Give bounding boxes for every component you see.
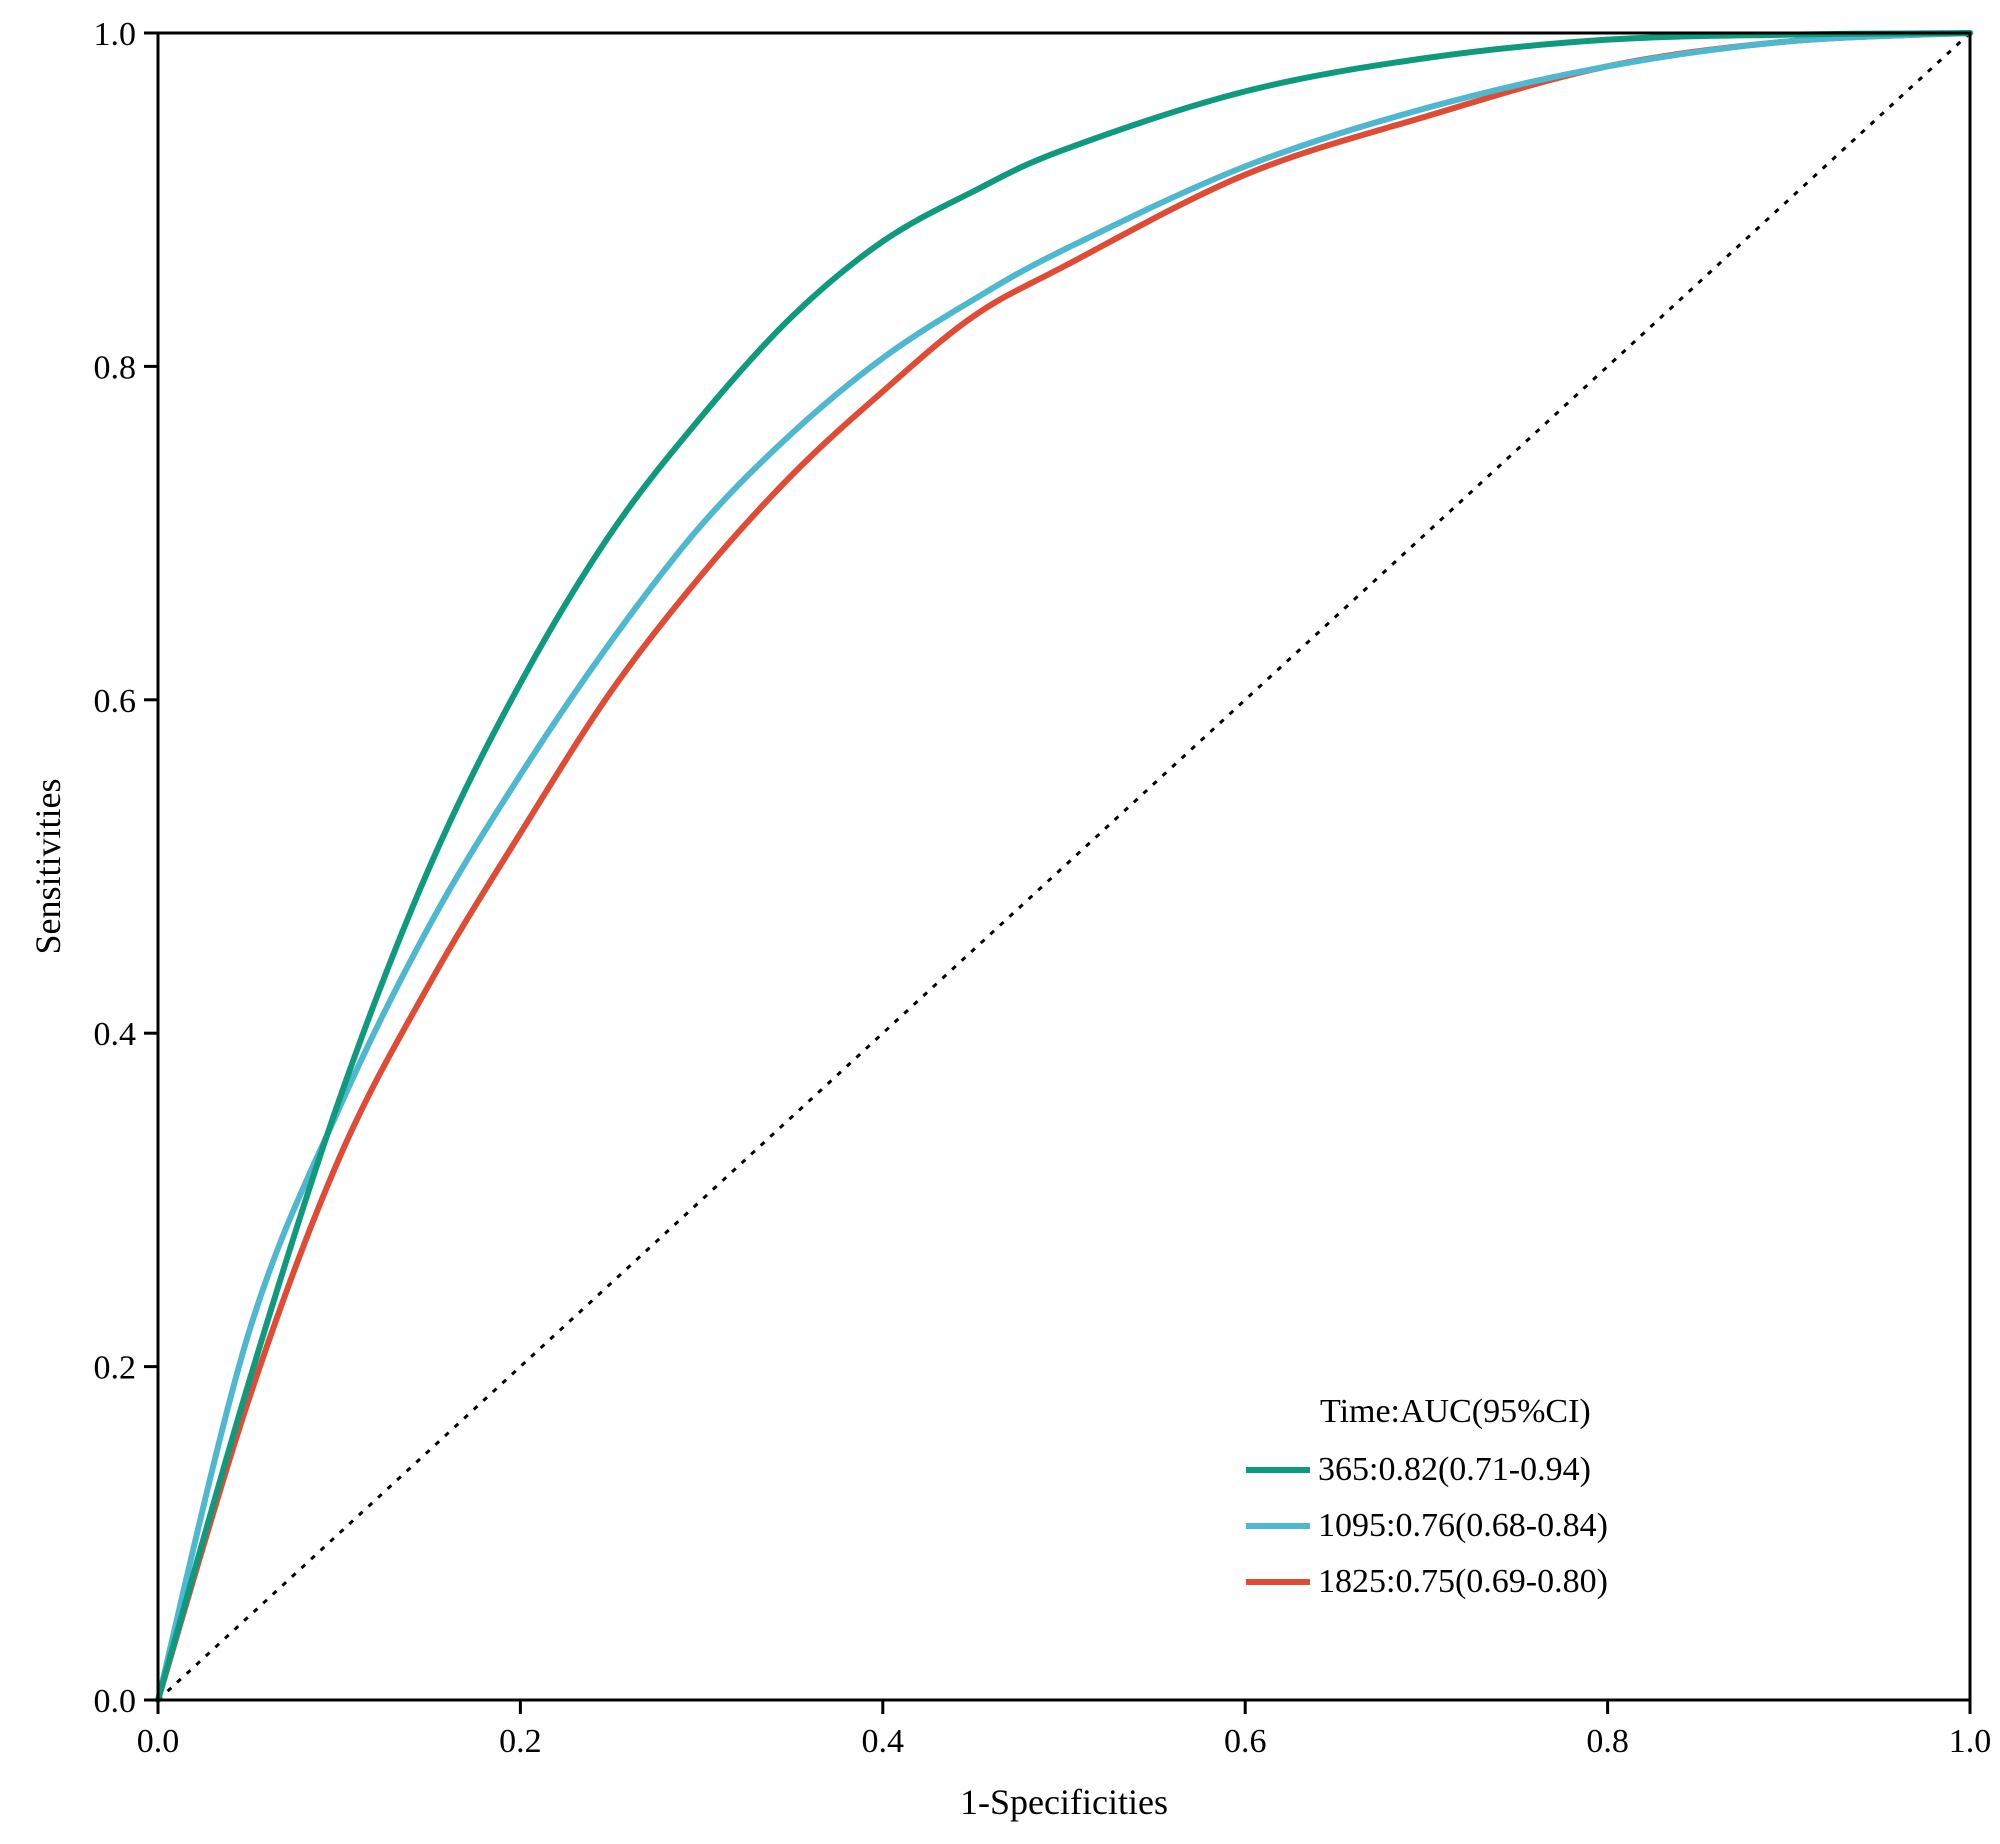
- legend-entry-1: 1095:0.76(0.68-0.84): [1318, 1507, 1608, 1544]
- plot-area: [155, 30, 1973, 1703]
- y-axis-label: Sensitivities: [28, 778, 68, 954]
- series-layer: [155, 30, 1973, 1703]
- legend-entry-2: 1825:0.75(0.69-0.80): [1318, 1563, 1608, 1600]
- y-tick-label: 0.4: [94, 1016, 137, 1053]
- y-tick-label: 0.0: [94, 1683, 137, 1720]
- y-tick-label: 0.8: [94, 349, 137, 386]
- x-tick-label: 0.6: [1224, 1723, 1267, 1760]
- y-tick-label: 0.2: [94, 1350, 137, 1387]
- legend-items: 365:0.82(0.71-0.94) 1095:0.76(0.68-0.84) 1…: [1246, 1451, 1608, 1600]
- x-tick-label: 0.4: [862, 1723, 905, 1760]
- x-tick-label: 0.0: [137, 1723, 180, 1760]
- legend-title: Time:AUC(95%CI): [1320, 1393, 1591, 1430]
- y-tick-label: 1.0: [94, 16, 137, 53]
- x-tick-label: 0.8: [1586, 1723, 1629, 1760]
- y-axis-ticks: 0.0 0.2 0.4 0.6 0.8 1.0: [94, 16, 158, 1720]
- x-axis-ticks: 0.0 0.2 0.4 0.6 0.8 1.0: [137, 1700, 1992, 1760]
- series-line-0: [155, 30, 1973, 1703]
- plot-frame: [156, 31, 1972, 1702]
- legend: Time:AUC(95%CI) 365:0.82(0.71-0.94) 1095:…: [1246, 1393, 1608, 1600]
- x-tick-label: 0.2: [499, 1723, 542, 1760]
- x-axis-label: 1-Specificities: [960, 1782, 1168, 1822]
- series-line-2: [155, 30, 1973, 1703]
- x-tick-label: 1.0: [1949, 1723, 1992, 1760]
- legend-entry-0: 365:0.82(0.71-0.94): [1318, 1451, 1591, 1488]
- y-tick-label: 0.6: [94, 683, 137, 720]
